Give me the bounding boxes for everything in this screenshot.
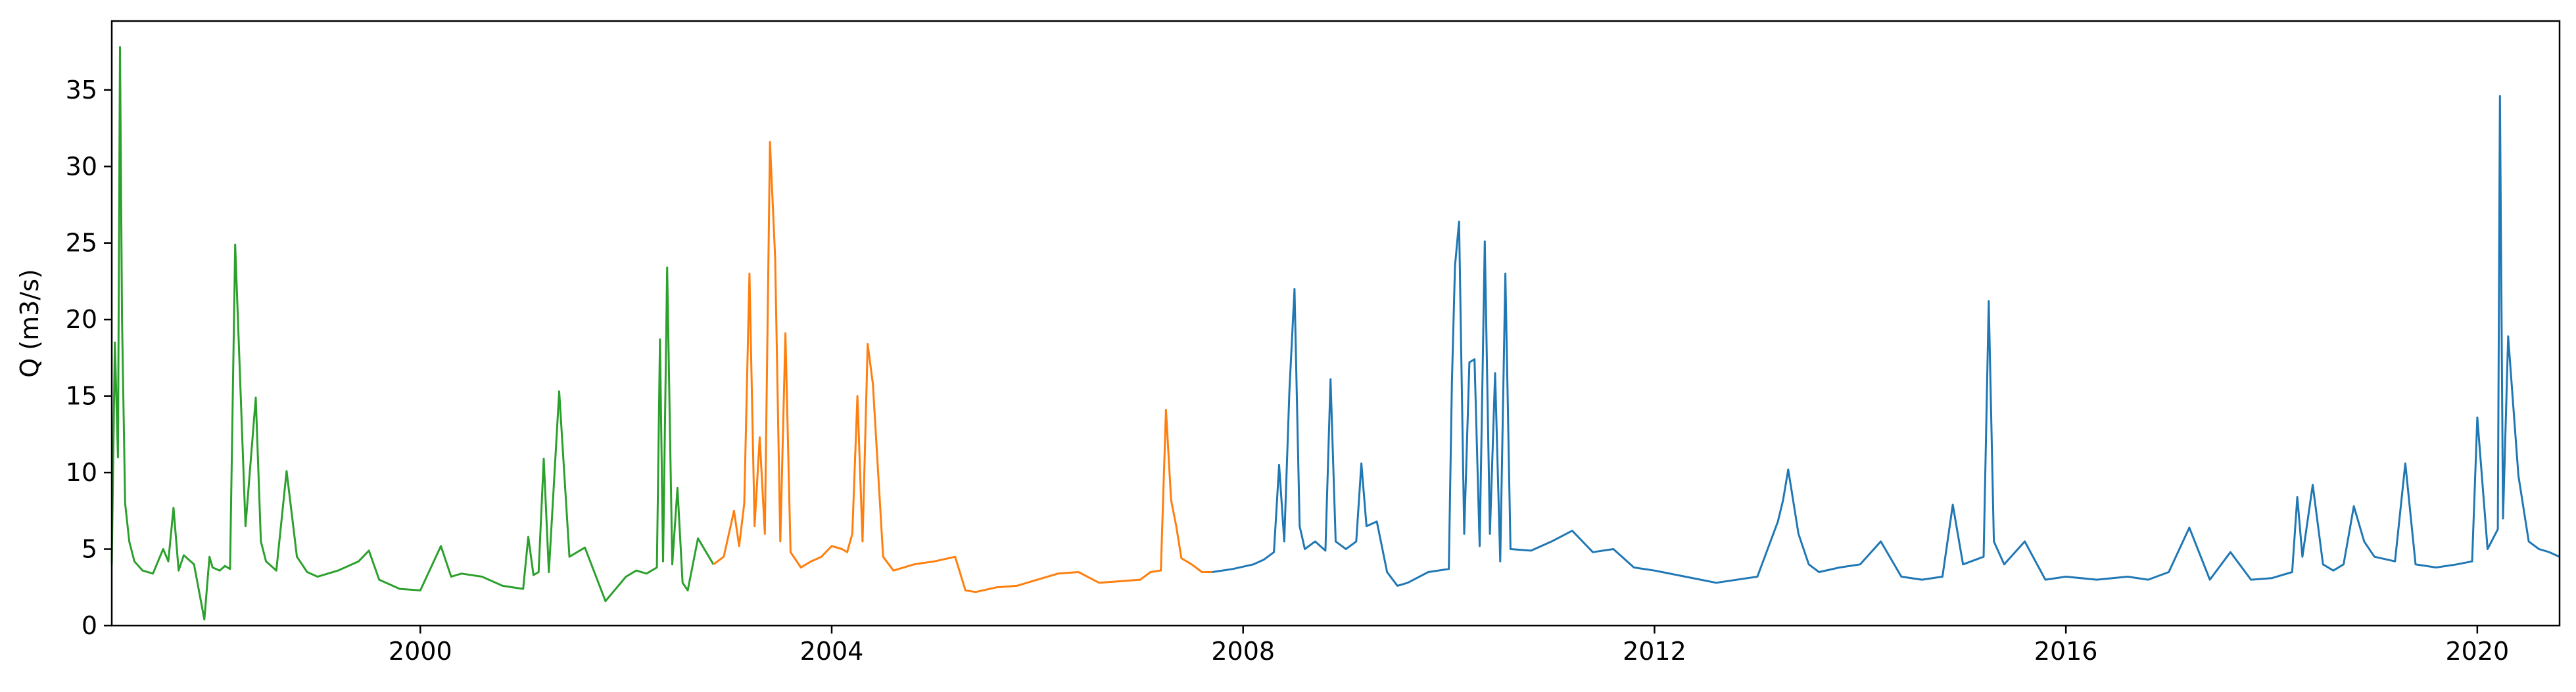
y-tick-label: 25 <box>66 229 97 258</box>
y-tick-label: 0 <box>82 611 97 640</box>
x-tick-label: 2000 <box>389 637 452 666</box>
series-layer <box>110 46 2560 621</box>
y-tick-label: 15 <box>66 382 97 411</box>
x-tick-label: 2020 <box>2445 637 2509 666</box>
x-tick-label: 2008 <box>1211 637 1275 666</box>
y-axis-label: Q (m3/s) <box>15 269 44 377</box>
y-tick-label: 5 <box>82 535 97 564</box>
y-tick-label: 35 <box>66 76 97 104</box>
y-tick-label: 30 <box>66 152 97 181</box>
x-tick-label: 2012 <box>1623 637 1686 666</box>
series-line-1 <box>110 46 715 621</box>
series-line-2 <box>713 141 1212 593</box>
x-tick-label: 2004 <box>800 637 864 666</box>
plot-frame <box>110 20 2561 627</box>
series-line-3 <box>1212 95 2560 587</box>
y-axis: 0 5 10 15 20 25 30 35 <box>66 76 112 640</box>
y-tick-label: 10 <box>66 458 97 487</box>
x-axis: 2000 2004 2008 2012 2016 2020 <box>389 626 2509 666</box>
x-tick-label: 2016 <box>2034 637 2098 666</box>
y-tick-label: 20 <box>66 305 97 334</box>
